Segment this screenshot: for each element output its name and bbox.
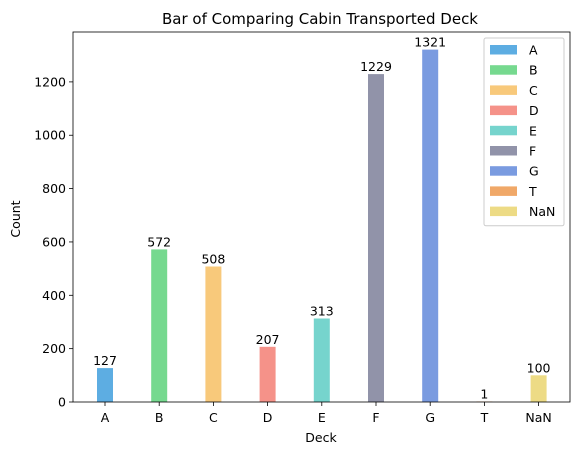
bar-a [97, 368, 113, 402]
legend-label-nan: NaN [529, 204, 555, 219]
x-tick-label: C [209, 410, 218, 425]
legend-label-a: A [529, 43, 538, 58]
axes-frame [72, 31, 571, 403]
bar-f [368, 74, 384, 402]
legend-label-b: B [529, 63, 538, 78]
legend-label-e: E [529, 123, 537, 138]
y-tick-label: 600 [42, 234, 66, 249]
y-tick-label: 1000 [34, 128, 66, 143]
legend-label-f: F [529, 144, 536, 159]
x-axis-label: Deck [305, 430, 337, 445]
data-label-f: 1229 [360, 59, 392, 74]
bar-nan [530, 375, 547, 402]
bar-g [422, 49, 439, 402]
legend-swatch-f [490, 146, 517, 156]
legend-label-d: D [529, 103, 539, 118]
legend-label-c: C [529, 83, 538, 98]
x-tick-label: G [425, 410, 435, 425]
bar-e [313, 318, 330, 402]
y-axis-label: Count [8, 200, 23, 237]
bar-d [259, 346, 276, 402]
y-tick-label: 1200 [34, 74, 66, 89]
data-label-d: 207 [256, 332, 280, 347]
legend-swatch-b [490, 65, 517, 75]
legend-swatch-t [490, 186, 517, 196]
x-tick-label: B [155, 410, 164, 425]
data-label-g: 1321 [414, 35, 446, 50]
data-label-t: 1 [480, 387, 488, 402]
data-label-b: 572 [147, 234, 171, 249]
bar-c [205, 266, 222, 402]
x-tick-label: T [480, 410, 489, 425]
data-label-a: 127 [93, 353, 117, 368]
legend-label-g: G [529, 164, 539, 179]
legend-swatch-c [490, 85, 517, 95]
data-label-c: 508 [201, 252, 225, 267]
legend-swatch-e [490, 125, 517, 136]
bar-b [151, 249, 168, 402]
x-tick-label: E [318, 410, 326, 425]
legend-swatch-g [490, 166, 517, 176]
legend-box [483, 37, 565, 227]
plot-area: 127 A 572 B 508 C 207 D 313 E 1229 F 1321 G 1 T 100 NaN 0 2… [34, 31, 571, 425]
y-tick-label: 400 [42, 288, 66, 303]
y-tick-label: 200 [42, 341, 66, 356]
x-tick-label: A [101, 410, 110, 425]
x-tick-label: F [372, 410, 379, 425]
legend-swatch-nan [490, 206, 517, 217]
data-label-e: 313 [310, 304, 334, 319]
x-tick-label: D [263, 410, 273, 425]
x-tick-label: NaN [525, 410, 551, 425]
chart-title: Bar of Comparing Cabin Transported Deck [162, 10, 478, 28]
legend-swatch-a [490, 45, 517, 55]
legend-label-t: T [528, 184, 537, 199]
y-tick-label: 0 [58, 395, 66, 410]
legend-swatch-d [490, 105, 517, 116]
data-label-nan: 100 [527, 360, 551, 375]
y-tick-label: 800 [42, 181, 66, 196]
